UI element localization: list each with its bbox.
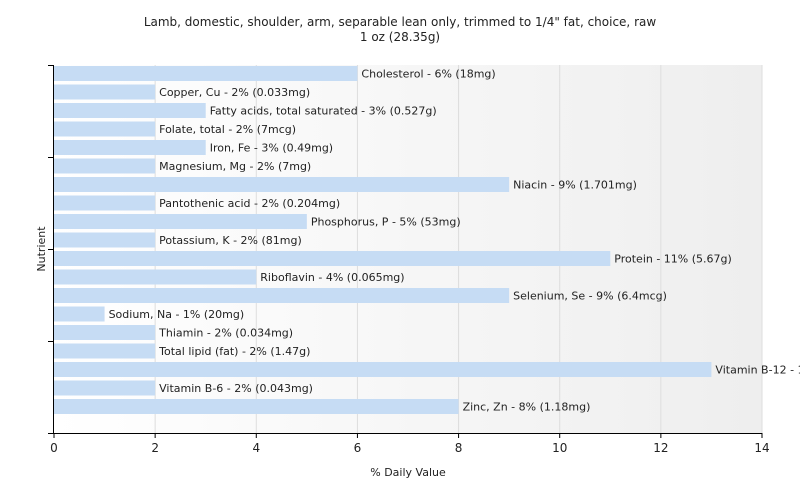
x-tick-label: 14 [754,441,769,455]
bar-vitamin-b-12 [54,362,712,377]
bar-pantothenic-acid [54,195,156,211]
bar-label: Fatty acids, total saturated - 3% (0.527… [210,105,437,118]
bar-label: Thiamin - 2% (0.034mg) [158,327,293,340]
bar-label: Vitamin B-12 - 13% (0.76mcg) [715,364,800,377]
bar-vitamin-b-6 [54,380,156,396]
bar-potassium-k [54,232,156,248]
bar-protein [54,251,611,266]
bar-label: Cholesterol - 6% (18mg) [361,68,495,81]
bar-label: Sodium, Na - 1% (20mg) [109,308,245,321]
bar-label: Potassium, K - 2% (81mg) [159,234,302,247]
bar-label: Copper, Cu - 2% (0.033mg) [159,86,310,99]
bar-label: Vitamin B-6 - 2% (0.043mg) [159,382,313,395]
bar-phosphorus-p [54,214,307,229]
bar-folate-total [54,121,156,137]
bar-total-lipid-fat [54,343,156,359]
x-tick-label: 0 [50,441,58,455]
x-tick-label: 6 [354,441,362,455]
bar-zinc-zn [54,399,459,414]
bar-selenium-se [54,288,510,303]
bar-label: Selenium, Se - 9% (6.4mcg) [513,290,667,303]
bar-niacin [54,177,510,192]
x-tick-label: 8 [455,441,463,455]
bar-copper-cu [54,84,156,100]
chart-subtitle: 1 oz (28.35g) [359,30,441,44]
axes: 0 2 4 6 8 10 12 14 [48,65,770,455]
bar-cholesterol [54,66,358,81]
y-axis-title: Nutrient [35,226,48,272]
x-tick-label: 10 [552,441,567,455]
bar-label: Folate, total - 2% (7mcg) [159,123,296,136]
x-tick-label: 4 [252,441,260,455]
bar-sodium-na [54,306,105,322]
bar-label: Phosphorus, P - 5% (53mg) [311,216,461,229]
bar-label: Niacin - 9% (1.701mg) [513,179,637,192]
bar-fatty-acids-total-saturated [54,103,206,118]
bar-labels: Cholesterol - 6% (18mg) Copper, Cu - 2% (… [109,68,800,414]
bar-label: Total lipid (fat) - 2% (1.47g) [158,345,310,358]
chart-title-block: Lamb, domestic, shoulder, arm, separable… [0,15,800,45]
plot-background [54,65,762,433]
bar-label: Pantothenic acid - 2% (0.204mg) [159,197,340,210]
bar-iron-fe [54,140,206,155]
bars [54,66,712,414]
x-tick-label: 12 [653,441,668,455]
bar-label: Iron, Fe - 3% (0.49mg) [210,142,333,155]
x-tick-label: 2 [151,441,159,455]
bar-riboflavin [54,269,257,285]
x-axis-title: % Daily Value [370,466,446,479]
bar-label: Magnesium, Mg - 2% (7mg) [159,160,311,173]
bar-label: Zinc, Zn - 8% (1.18mg) [463,401,591,414]
chart-title: Lamb, domestic, shoulder, arm, separable… [143,15,657,29]
bar-label: Riboflavin - 4% (0.065mg) [260,271,404,284]
bar-label: Protein - 11% (5.67g) [614,253,732,266]
bar-magnesium-mg [54,158,156,174]
bar-thiamin [54,325,156,340]
